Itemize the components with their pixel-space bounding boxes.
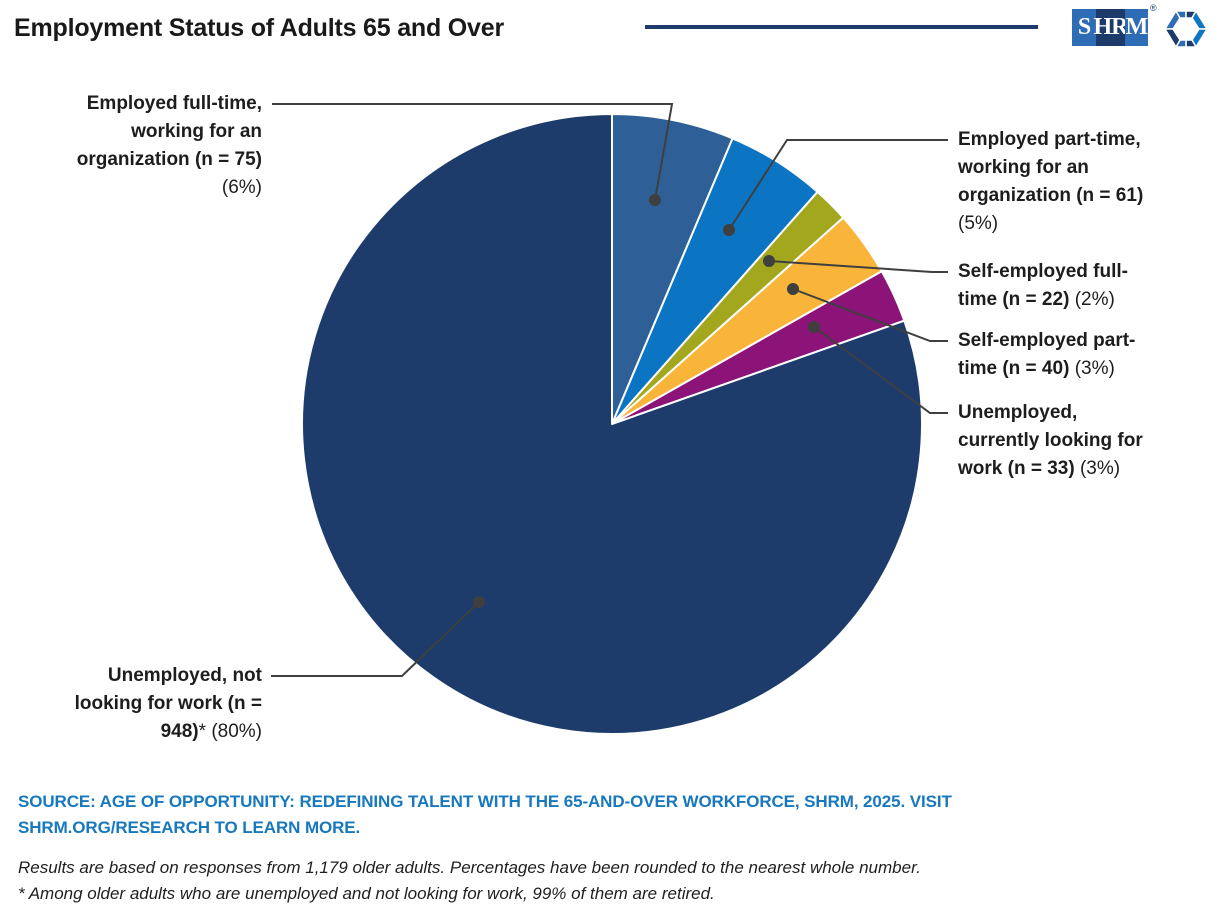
callout-text: Self-employed part-time (n = 40) [958,330,1136,379]
leader-dot [763,255,775,267]
leader-line [728,139,948,231]
title-rule [645,25,1038,29]
callout-percent: (3%) [1079,458,1121,479]
leader-dot [808,321,820,333]
callout-self-employed-full-time: Self-employed full-time (n = 22) (2%) [958,258,1153,314]
leader-dot [723,224,735,236]
callout-unemployed-looking: Unemployed, currently looking for work (… [958,399,1163,483]
leader-line [768,260,948,273]
callout-text: Employed full-time, working for an organ… [76,93,262,170]
callout-percent: (5%) [958,213,999,234]
callout-asterisk: * [198,721,207,742]
callout-employed-part-time: Employed part-time, working for an organ… [958,126,1173,238]
shrm-logo-segment: M [1125,9,1148,46]
page-title: Employment Status of Adults 65 and Over [14,14,504,42]
leader-dot [473,596,485,608]
leader-line [272,103,674,201]
callout-text: Unemployed, currently looking for work (… [958,402,1143,479]
callout-unemployed-not-looking: Unemployed, not looking for work (n = 94… [52,662,262,746]
leader-dot [649,194,661,206]
leader-dot [787,283,799,295]
callout-text: Employed part-time, working for an organ… [958,129,1144,206]
callout-text: Unemployed, not looking for work (n = 94… [74,665,262,742]
shrm-logo: S HR M [1072,9,1148,46]
callout-percent: (2%) [1074,289,1115,310]
leader-line [271,601,480,677]
leader-line [792,288,948,342]
callout-employed-full-time: Employed full-time, working for an organ… [47,90,262,202]
callout-percent: (6%) [221,177,262,198]
registered-mark: ® [1150,3,1157,13]
pie-slice-employed-full-time [611,113,734,425]
footnote-line-1: Results are based on responses from 1,17… [18,858,921,877]
shrm-spark-icon [1164,9,1208,49]
source-note: SOURCE: AGE OF OPPORTUNITY: REDEFINING T… [18,792,952,837]
callout-percent: (80%) [211,721,262,742]
footnote-line-2: * Among older adults who are unemployed … [18,884,715,903]
leader-line [813,326,948,414]
shrm-logo-segment: HR [1094,9,1129,46]
pie-slice-unemployed-not-looking [301,113,924,735]
callout-self-employed-part-time: Self-employed part-time (n = 40) (3%) [958,327,1153,383]
callout-percent: (3%) [1074,358,1115,379]
shrm-logo-segment: S [1072,9,1096,46]
callout-text: Self-employed full-time (n = 22) [958,261,1128,310]
